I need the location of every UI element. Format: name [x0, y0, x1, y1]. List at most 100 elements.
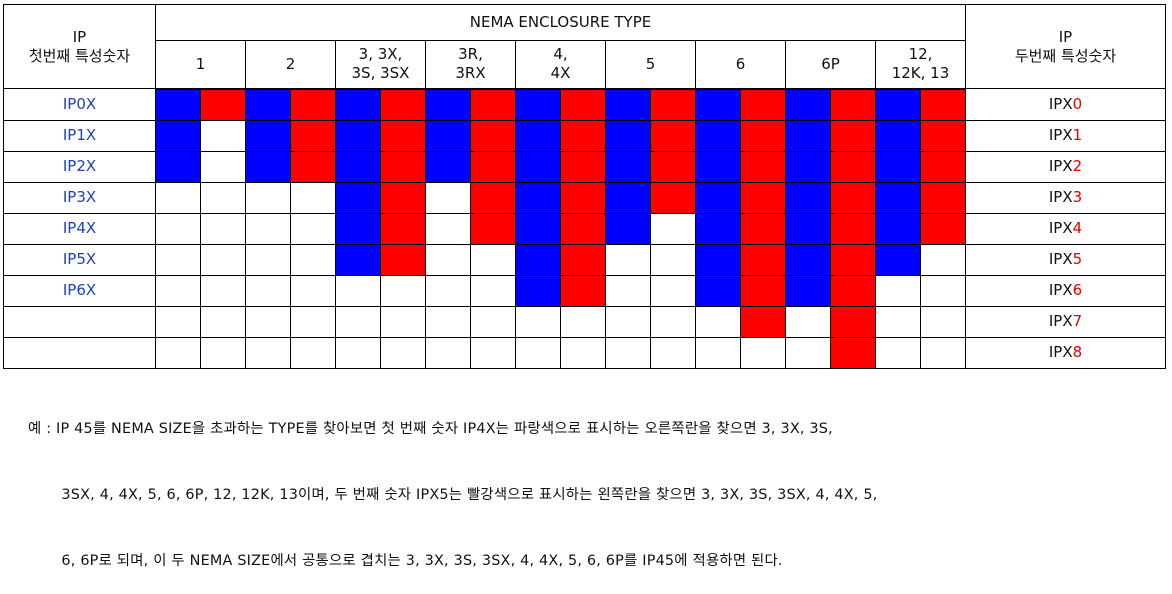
- grid-cell-blue: [785, 212, 831, 245]
- grid-cell-white: [470, 305, 516, 338]
- grid-cell-blue: [155, 88, 201, 121]
- ip-second-digit-header: IP 두번째 특성숫자: [965, 4, 1166, 89]
- grid-cell-white: [335, 305, 381, 338]
- grid-cell-blue: [515, 88, 561, 121]
- grid-cell-blue: [875, 243, 921, 276]
- grid-cell-white: [920, 305, 966, 338]
- ip-first-digit-cell: [3, 305, 156, 338]
- grid-cell-white: [695, 336, 741, 369]
- ip-second-digit-cell: IPX4: [965, 212, 1166, 245]
- grid-cell-white: [335, 336, 381, 369]
- grid-cell-blue: [515, 243, 561, 276]
- grid-cell-blue: [695, 119, 741, 152]
- grid-cell-red: [740, 305, 786, 338]
- grid-cell-red: [920, 119, 966, 152]
- type-header-1: 1: [155, 40, 246, 90]
- grid-cell-white: [290, 212, 336, 245]
- table-row: IPX8: [3, 336, 1166, 369]
- grid-cell-blue: [515, 274, 561, 307]
- grid-cell-red: [650, 119, 696, 152]
- grid-cell-white: [605, 305, 651, 338]
- grid-cell-red: [830, 274, 876, 307]
- grid-cell-blue: [695, 212, 741, 245]
- grid-cell-white: [245, 336, 291, 369]
- grid-cell-red: [470, 212, 516, 245]
- grid-cell-blue: [785, 274, 831, 307]
- ip-first-digit-cell: IP0X: [3, 88, 156, 121]
- grid-cell-white: [605, 336, 651, 369]
- table-row: IP1X IPX1: [3, 119, 1166, 152]
- grid-cell-red: [740, 274, 786, 307]
- grid-cell-white: [920, 336, 966, 369]
- ip-second-digit-cell: IPX8: [965, 336, 1166, 369]
- ip-second-digit-cell: IPX6: [965, 274, 1166, 307]
- grid-cell-blue: [335, 181, 381, 214]
- grid-cell-red: [830, 336, 876, 369]
- grid-cell-white: [695, 305, 741, 338]
- ipx-prefix: IPX: [1048, 312, 1073, 330]
- grid-cell-white: [650, 243, 696, 276]
- grid-cell-blue: [875, 181, 921, 214]
- grid-cell-white: [425, 243, 471, 276]
- grid-cell-white: [200, 274, 246, 307]
- grid-cell-blue: [605, 181, 651, 214]
- grid-cell-white: [290, 243, 336, 276]
- ip-first-digit-cell: IP5X: [3, 243, 156, 276]
- grid-cell-red: [740, 243, 786, 276]
- grid-cell-white: [470, 274, 516, 307]
- grid-cell-white: [155, 274, 201, 307]
- grid-cell-blue: [785, 243, 831, 276]
- grid-cell-red: [740, 88, 786, 121]
- grid-cell-blue: [605, 119, 651, 152]
- grid-cell-red: [560, 274, 606, 307]
- grid-cell-white: [740, 336, 786, 369]
- grid-cell-red: [830, 181, 876, 214]
- type-header-2: 2: [245, 40, 336, 90]
- table-row: IP5X IPX5: [3, 243, 1166, 276]
- grid-cell-red: [560, 88, 606, 121]
- type-header-5: 5: [605, 40, 696, 90]
- grid-cell-white: [515, 305, 561, 338]
- ip-first-digit-cell: IP3X: [3, 181, 156, 214]
- grid-cell-red: [650, 150, 696, 183]
- grid-cell-red: [290, 88, 336, 121]
- grid-cell-white: [920, 274, 966, 307]
- nema-enclosure-type-header: NEMA ENCLOSURE TYPE: [155, 4, 966, 41]
- grid-cell-red: [560, 212, 606, 245]
- ipx-digit: 5: [1072, 250, 1083, 268]
- grid-cell-white: [245, 212, 291, 245]
- grid-cell-white: [425, 212, 471, 245]
- example-note: 예 : IP 45를 NEMA SIZE을 초과하는 TYPE를 찾아보면 첫 …: [28, 374, 1168, 594]
- grid-cell-blue: [245, 88, 291, 121]
- grid-cell-white: [650, 212, 696, 245]
- grid-cell-red: [470, 181, 516, 214]
- grid-cell-blue: [875, 150, 921, 183]
- grid-cell-blue: [785, 150, 831, 183]
- grid-cell-blue: [335, 88, 381, 121]
- grid-cell-white: [470, 243, 516, 276]
- grid-cell-red: [290, 150, 336, 183]
- grid-cell-blue: [695, 150, 741, 183]
- grid-cell-red: [920, 150, 966, 183]
- grid-cell-white: [335, 274, 381, 307]
- ipx-prefix: IPX: [1048, 94, 1073, 113]
- grid-cell-red: [830, 88, 876, 121]
- grid-cell-white: [875, 336, 921, 369]
- ipx-prefix: IPX: [1048, 188, 1073, 206]
- grid-cell-red: [740, 150, 786, 183]
- grid-cell-red: [200, 88, 246, 121]
- type-header-3-3x-3s-3sx: 3, 3X, 3S, 3SX: [335, 40, 426, 90]
- grid-cell-white: [155, 305, 201, 338]
- ipx-prefix: IPX: [1048, 281, 1073, 299]
- ipx-prefix: IPX: [1048, 157, 1073, 175]
- grid-cell-blue: [875, 88, 921, 121]
- ip-second-digit-cell: IPX2: [965, 150, 1166, 183]
- grid-cell-red: [920, 212, 966, 245]
- grid-cell-white: [200, 212, 246, 245]
- grid-cell-white: [650, 274, 696, 307]
- grid-cell-blue: [155, 119, 201, 152]
- grid-cell-blue: [695, 243, 741, 276]
- grid-cell-red: [650, 88, 696, 121]
- grid-cell-red: [830, 150, 876, 183]
- grid-cell-white: [605, 274, 651, 307]
